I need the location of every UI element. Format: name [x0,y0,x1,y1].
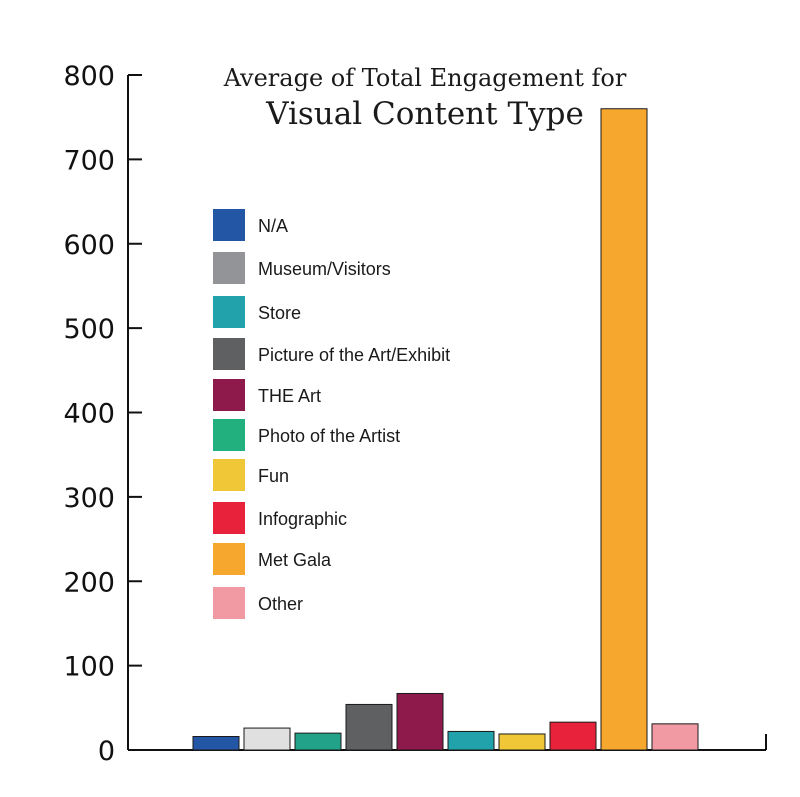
y-tick-label: 300 [63,483,115,514]
legend-label: Met Gala [258,550,332,570]
bar-2 [243,727,291,751]
legend-swatch [213,379,245,411]
chart-subtitle: Visual Content Type [265,96,584,132]
legend-label: Fun [258,466,289,486]
chart-title: Average of Total Engagement for [223,64,627,92]
legend-swatch [213,502,245,534]
bar-5 [396,692,444,751]
bar-9 [600,108,648,751]
legend-swatch [213,419,245,451]
legend-label: Picture of the Art/Exhibit [258,345,450,365]
legend-label: N/A [258,216,288,236]
legend-swatch [213,459,245,491]
y-tick-label: 400 [63,399,115,430]
legend-swatch [213,252,245,284]
y-tick-label: 700 [63,145,115,176]
legend-label: Infographic [258,509,347,529]
legend-label: Other [258,594,303,614]
bar-6 [447,730,495,751]
legend-swatch [213,338,245,370]
bars [192,108,699,751]
y-axis: 0 100 200 300 400 500 600 700 800 [63,61,142,767]
bar-7 [498,733,546,751]
legend-swatch [213,543,245,575]
legend-label: THE Art [258,386,321,406]
bar-3 [294,732,342,751]
legend-swatch [213,296,245,328]
y-tick-label: 200 [63,567,115,598]
y-tick-label: 500 [63,314,115,345]
legend: N/A Museum/Visitors Store Picture of the Ar… [213,209,450,619]
bar-10 [651,723,699,751]
legend-swatch [213,209,245,241]
legend-label: Store [258,303,301,323]
legend-swatch [213,587,245,619]
y-tick-label: 600 [63,230,115,261]
y-tick-label: 100 [63,652,115,683]
bar-8 [549,721,597,751]
y-tick-label: 800 [63,61,115,92]
y-tick-label: 0 [98,736,115,767]
legend-label: Museum/Visitors [258,259,391,279]
bar-1 [192,736,240,751]
legend-label: Photo of the Artist [258,426,400,446]
bar-4 [345,703,393,751]
